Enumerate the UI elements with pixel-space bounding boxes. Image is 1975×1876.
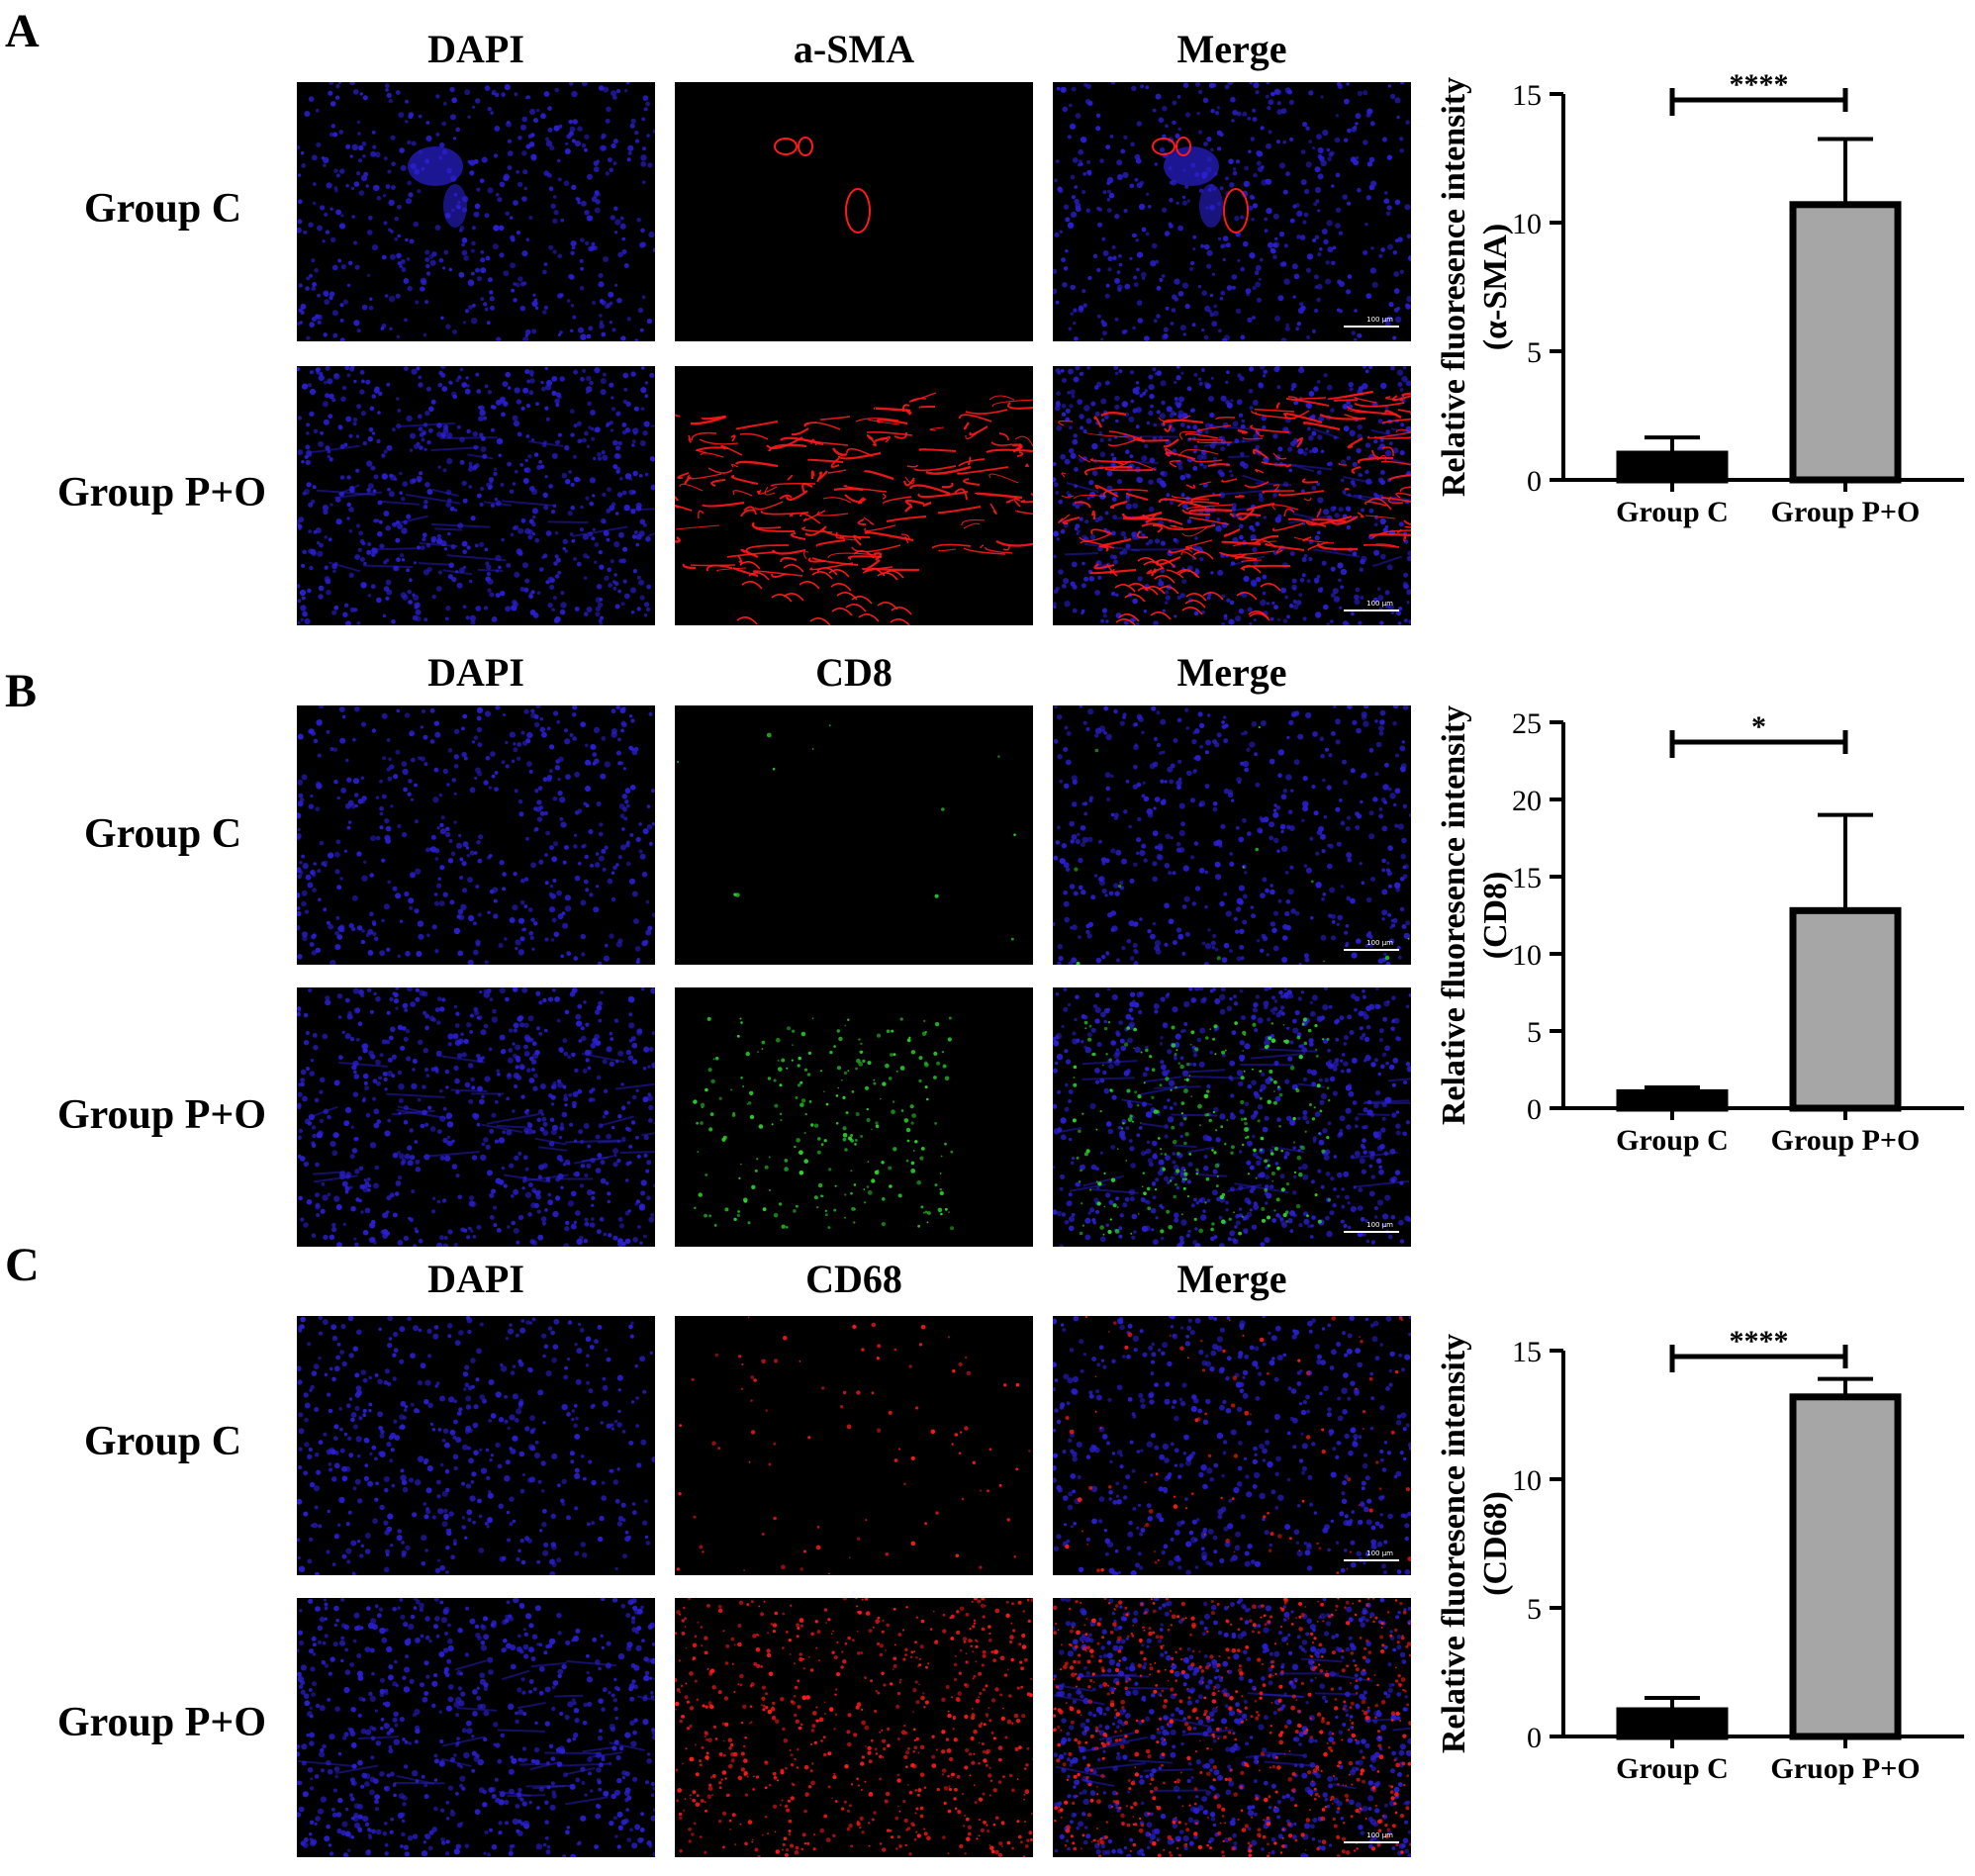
y-tick-label: 5: [1527, 1016, 1542, 1049]
scale-bar-label: 100 μm: [1366, 939, 1393, 947]
y-tick-label: 20: [1512, 785, 1542, 817]
column-title-dapi: DAPI: [427, 27, 524, 71]
micrograph: [297, 1598, 655, 1857]
scale-bar-label: 100 μm: [1366, 1549, 1393, 1557]
column-title-merge: Merge: [1176, 650, 1287, 695]
scale-bar-label: 100 μm: [1366, 1221, 1393, 1229]
significance-stars: ****: [1730, 1325, 1789, 1358]
significance-bracket: [1669, 730, 1848, 758]
y-tick-label: 15: [1512, 862, 1542, 894]
scale-bar-label: 100 μm: [1366, 1831, 1393, 1839]
x-tick-label: Group P+O: [1771, 496, 1921, 528]
micrograph: 100 μm: [1053, 366, 1411, 625]
row-label-group-po: Group P+O: [57, 1092, 267, 1138]
y-tick-label: 10: [1512, 208, 1542, 240]
y-tick-label: 10: [1512, 1464, 1542, 1497]
bar: [1616, 1088, 1729, 1112]
row-label-group-po: Group P+O: [57, 470, 267, 516]
bar: [1789, 1393, 1902, 1740]
scale-bar: [1344, 1841, 1399, 1843]
row-label-group-c: Group C: [84, 1419, 242, 1464]
y-tick-label: 0: [1527, 1093, 1542, 1126]
y-axis-label: Relative fluoresence intensity: [1436, 1334, 1472, 1753]
micrograph: [675, 82, 1033, 341]
micrograph: 100 μm: [1053, 1598, 1411, 1857]
y-axis-label: Relative fluoresence intensity: [1436, 705, 1472, 1125]
bar: [1616, 1707, 1729, 1740]
scale-bar: [1344, 610, 1399, 611]
micrograph: [297, 1316, 655, 1575]
column-title-marker: CD68: [805, 1257, 902, 1301]
x-tick-label: Group P+O: [1771, 1124, 1921, 1157]
significance-bracket: [1669, 88, 1848, 116]
bar: [1789, 906, 1902, 1112]
micrograph: 100 μm: [1053, 82, 1411, 341]
bar-chart-cd8: Relative fluoresence intensity (CD8) 0 5 10 1…: [1415, 688, 1969, 1172]
micrograph: [675, 705, 1033, 965]
panel-letter: B: [5, 665, 38, 717]
x-tick-label: Group C: [1616, 496, 1729, 528]
y-tick-label: 5: [1527, 336, 1542, 369]
y-axis-label-unit: (CD8): [1477, 872, 1514, 960]
x-tick-label: Group C: [1616, 1752, 1729, 1785]
bar-chart-a-sma: Relative fluoresence intensity (α-SMA) 0 5 1…: [1415, 59, 1969, 544]
y-axis-label: Relative fluoresence intensity: [1436, 77, 1472, 497]
column-title-marker: a-SMA: [793, 27, 915, 71]
scale-bar-label: 100 μm: [1366, 600, 1393, 608]
micrograph: [675, 366, 1033, 625]
row-label-group-po: Group P+O: [57, 1700, 267, 1745]
micrograph: 100 μm: [1053, 705, 1411, 965]
micrograph: [297, 82, 655, 341]
column-title-dapi: DAPI: [427, 650, 524, 695]
panel-letter: A: [5, 5, 40, 57]
y-tick-label: 5: [1527, 1593, 1542, 1626]
scale-bar: [1344, 1231, 1399, 1233]
micrograph: [297, 366, 655, 625]
column-title-marker: CD8: [815, 650, 893, 695]
panel-letter: C: [5, 1239, 40, 1291]
column-title-merge: Merge: [1176, 27, 1287, 71]
y-tick-label: 0: [1527, 465, 1542, 498]
scale-bar: [1344, 326, 1399, 328]
micrograph: [675, 987, 1033, 1247]
y-tick-label: 25: [1512, 707, 1542, 740]
x-tick-label: Group C: [1616, 1124, 1729, 1157]
y-axis-label-unit: (CD68): [1477, 1491, 1514, 1596]
micrograph: [675, 1316, 1033, 1575]
micrograph: [297, 987, 655, 1247]
row-label-group-c: Group C: [84, 186, 242, 232]
scale-bar: [1344, 949, 1399, 951]
micrograph: [297, 705, 655, 965]
y-axis-label-unit: (α-SMA): [1477, 224, 1514, 351]
bar: [1789, 201, 1902, 484]
y-tick-label: 15: [1512, 1336, 1542, 1368]
x-tick-label: Gruop P+O: [1770, 1752, 1920, 1785]
bar-chart-cd68: Relative fluoresence intensity (CD68) 0 5 10…: [1415, 1316, 1969, 1801]
micrograph: 100 μm: [1053, 987, 1411, 1247]
significance-bracket: [1669, 1345, 1848, 1372]
micrograph: [675, 1598, 1033, 1857]
row-label-group-c: Group C: [84, 811, 242, 857]
micrograph: 100 μm: [1053, 1316, 1411, 1575]
column-title-dapi: DAPI: [427, 1257, 524, 1301]
significance-stars: *: [1751, 710, 1766, 743]
column-title-merge: Merge: [1176, 1257, 1287, 1301]
y-tick-label: 10: [1512, 939, 1542, 972]
scale-bar: [1344, 1559, 1399, 1561]
scale-bar-label: 100 μm: [1366, 316, 1393, 324]
y-tick-label: 15: [1512, 79, 1542, 112]
bar: [1616, 450, 1729, 484]
y-tick-label: 0: [1527, 1722, 1542, 1754]
significance-stars: ****: [1730, 68, 1789, 101]
